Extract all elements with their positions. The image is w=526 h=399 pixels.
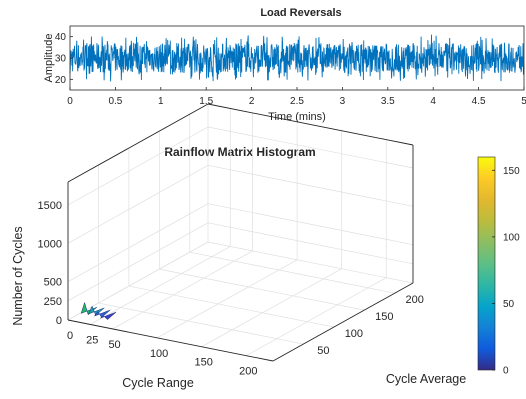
leftwall-grid-z bbox=[67, 241, 209, 321]
hist-z-axis-label: Number of Cycles bbox=[11, 226, 25, 325]
top-chart-title: Load Reversals bbox=[260, 7, 341, 19]
floor-grid-x bbox=[90, 246, 231, 325]
floor-grid-y bbox=[159, 268, 365, 311]
leftwall-grid-z bbox=[67, 165, 209, 244]
hist-x-tick-label: 100 bbox=[150, 348, 168, 360]
floor-grid-x bbox=[246, 277, 387, 356]
leftwall-grid-z bbox=[67, 126, 209, 206]
leftwall-grid-z bbox=[67, 203, 209, 282]
hist-y-tick-label: 100 bbox=[345, 328, 363, 340]
top-x-tick-label: 3 bbox=[340, 96, 346, 107]
hist-y-tick-label: 50 bbox=[317, 345, 329, 357]
top-y-tick-label: 40 bbox=[55, 32, 67, 43]
backwall-grid-z bbox=[207, 222, 414, 265]
top-x-tick-label: 4 bbox=[430, 96, 436, 107]
signal-series bbox=[69, 34, 525, 82]
top-x-tick-label: 2 bbox=[249, 96, 255, 107]
colorbar-tick-label: 100 bbox=[503, 232, 520, 243]
hist-axes bbox=[67, 103, 414, 362]
top-x-tick-label: 2.5 bbox=[290, 96, 304, 107]
top-y-ticks: 20 30 40 bbox=[55, 32, 73, 86]
colorbar-ticks: 0 50 100 150 bbox=[492, 166, 520, 377]
backwall-grid-z bbox=[207, 126, 414, 169]
hist-y-tick-label: 150 bbox=[375, 311, 393, 323]
hist-z-tick-label: 1000 bbox=[38, 238, 62, 250]
hist-bar bbox=[100, 311, 117, 320]
colorbar-tick-label: 50 bbox=[503, 299, 515, 310]
top-x-tick-label: 5 bbox=[521, 96, 526, 107]
top-x-tick-label: 1.5 bbox=[199, 96, 213, 107]
load-reversals-plot: Load Reversals 0 0.5 1 1.5 2 2.5 3 3.5 4 4.5 5 20 3… bbox=[43, 7, 526, 123]
floor-grid-x bbox=[112, 250, 253, 330]
hist-x-tick-label: 200 bbox=[239, 366, 257, 378]
colorbar: 0 50 100 150 bbox=[477, 156, 520, 377]
floor-grid-y bbox=[189, 251, 395, 294]
top-x-tick-label: 3.5 bbox=[381, 96, 395, 107]
top-y-tick-label: 30 bbox=[55, 54, 67, 65]
colorbar-tick-label: 150 bbox=[503, 166, 520, 177]
top-x-tick-label: 1 bbox=[158, 96, 164, 107]
box-edge-top-left bbox=[67, 103, 209, 183]
hist-z-tick-label: 0 bbox=[56, 315, 62, 327]
top-x-ticks: 0 0.5 1 1.5 2 2.5 3 3.5 4 4.5 5 bbox=[67, 87, 526, 107]
top-x-tick-label: 4.5 bbox=[472, 96, 486, 107]
hist-x-ticks: 0 25 50 100 150 200 bbox=[67, 330, 258, 378]
floor-grid-x bbox=[156, 259, 298, 339]
backwall-grid-z bbox=[207, 164, 414, 207]
hist-y-tick-label: 200 bbox=[406, 294, 424, 306]
top-x-tick-label: 0.5 bbox=[108, 96, 122, 107]
top-x-axis-label: Time (mins) bbox=[268, 111, 326, 123]
top-y-tick-label: 20 bbox=[55, 75, 67, 86]
floor-grid-y bbox=[128, 285, 334, 328]
hist-bars bbox=[80, 301, 117, 320]
top-x-tick-label: 0 bbox=[67, 96, 73, 107]
hist-x-tick-label: 50 bbox=[108, 339, 120, 351]
colorbar-gradient bbox=[477, 156, 496, 371]
colorbar-tick-label: 0 bbox=[503, 366, 509, 377]
hist-x-tick-label: 150 bbox=[195, 357, 213, 369]
backwall-grid-z bbox=[207, 203, 414, 246]
hist-y-axis-label: Cycle Average bbox=[386, 372, 466, 386]
hist-grid bbox=[67, 104, 414, 356]
hist-y-ticks: 50 100 150 200 bbox=[317, 294, 424, 357]
top-y-axis-label: Amplitude bbox=[43, 34, 55, 83]
box-edge-top-back bbox=[207, 103, 414, 146]
hist-x-tick-label: 0 bbox=[67, 330, 73, 342]
hist-z-tick-label: 250 bbox=[44, 296, 62, 308]
backwall-grid-z bbox=[207, 241, 414, 284]
x-axis-line bbox=[67, 319, 274, 362]
hist-z-ticks: 0 250 500 1000 1500 bbox=[38, 200, 62, 327]
signal-line bbox=[69, 34, 525, 82]
floor-grid-y bbox=[98, 302, 304, 345]
hist-z-tick-label: 500 bbox=[44, 277, 62, 289]
leftwall-grid-z bbox=[67, 222, 209, 302]
hist-x-axis-label: Cycle Range bbox=[122, 376, 194, 390]
rainflow-histogram: Rainflow Matrix Histogram 0 25 50 100 150 200… bbox=[11, 103, 466, 390]
hist-x-tick-label: 25 bbox=[86, 334, 98, 346]
floor-grid-x bbox=[201, 268, 342, 348]
hist-chart-title: Rainflow Matrix Histogram bbox=[164, 145, 315, 159]
y-axis-line bbox=[272, 282, 414, 362]
hist-z-tick-label: 1500 bbox=[38, 200, 62, 212]
